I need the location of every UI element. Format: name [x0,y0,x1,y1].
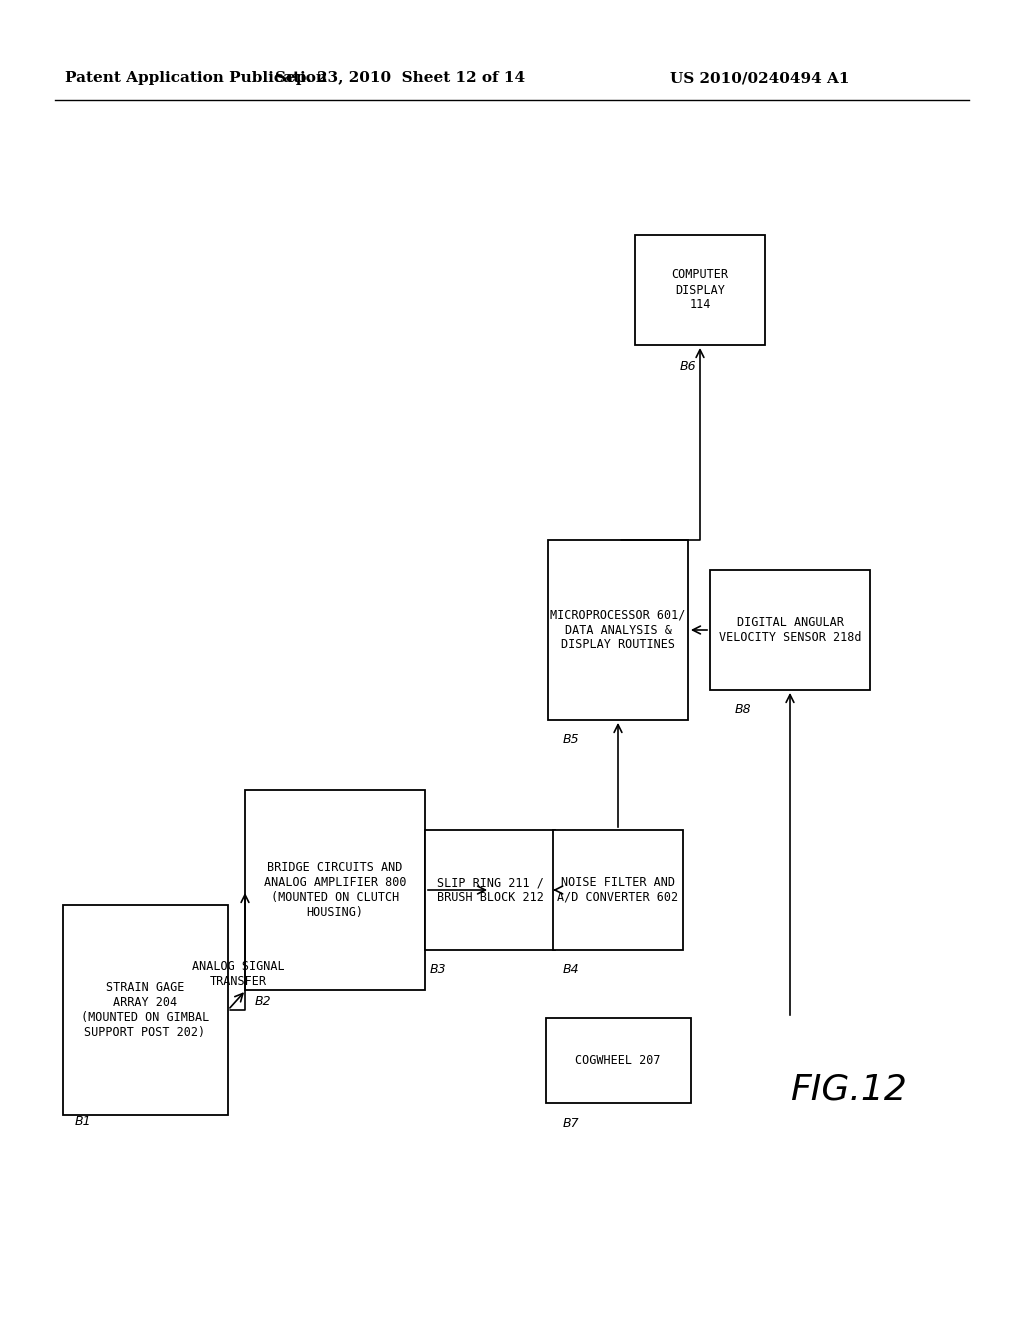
Text: FIG.12: FIG.12 [790,1073,907,1107]
Text: B3: B3 [430,964,446,975]
Text: B6: B6 [680,360,696,374]
Bar [553,830,683,950]
Text: B4: B4 [563,964,580,975]
Text: COGWHEEL 207: COGWHEEL 207 [575,1053,660,1067]
Bar [548,540,688,719]
Text: SLIP RING 211 /
BRUSH BLOCK 212: SLIP RING 211 / BRUSH BLOCK 212 [436,876,544,904]
Text: US 2010/0240494 A1: US 2010/0240494 A1 [671,71,850,84]
Bar [425,830,555,950]
Bar [62,906,227,1115]
Text: B8: B8 [735,704,752,715]
Text: B1: B1 [75,1115,91,1129]
Text: STRAIN GAGE
ARRAY 204
(MOUNTED ON GIMBAL
SUPPORT POST 202): STRAIN GAGE ARRAY 204 (MOUNTED ON GIMBAL… [81,981,209,1039]
Bar [546,1018,690,1102]
Bar [710,570,870,690]
Text: ANALOG SIGNAL
TRANSFER: ANALOG SIGNAL TRANSFER [191,960,285,987]
Text: BRIDGE CIRCUITS AND
ANALOG AMPLIFIER 800
(MOUNTED ON CLUTCH
HOUSING): BRIDGE CIRCUITS AND ANALOG AMPLIFIER 800… [264,861,407,919]
Bar [635,235,765,345]
Bar [245,789,425,990]
Text: COMPUTER
DISPLAY
114: COMPUTER DISPLAY 114 [672,268,728,312]
Text: Patent Application Publication: Patent Application Publication [65,71,327,84]
Text: Sep. 23, 2010  Sheet 12 of 14: Sep. 23, 2010 Sheet 12 of 14 [274,71,525,84]
Text: DIGITAL ANGULAR
VELOCITY SENSOR 218d: DIGITAL ANGULAR VELOCITY SENSOR 218d [719,616,861,644]
Text: NOISE FILTER AND
A/D CONVERTER 602: NOISE FILTER AND A/D CONVERTER 602 [557,876,679,904]
Text: B5: B5 [563,733,580,746]
Text: B2: B2 [255,995,271,1008]
Text: B7: B7 [563,1117,580,1130]
Text: MICROPROCESSOR 601/
DATA ANALYSIS &
DISPLAY ROUTINES: MICROPROCESSOR 601/ DATA ANALYSIS & DISP… [550,609,686,652]
